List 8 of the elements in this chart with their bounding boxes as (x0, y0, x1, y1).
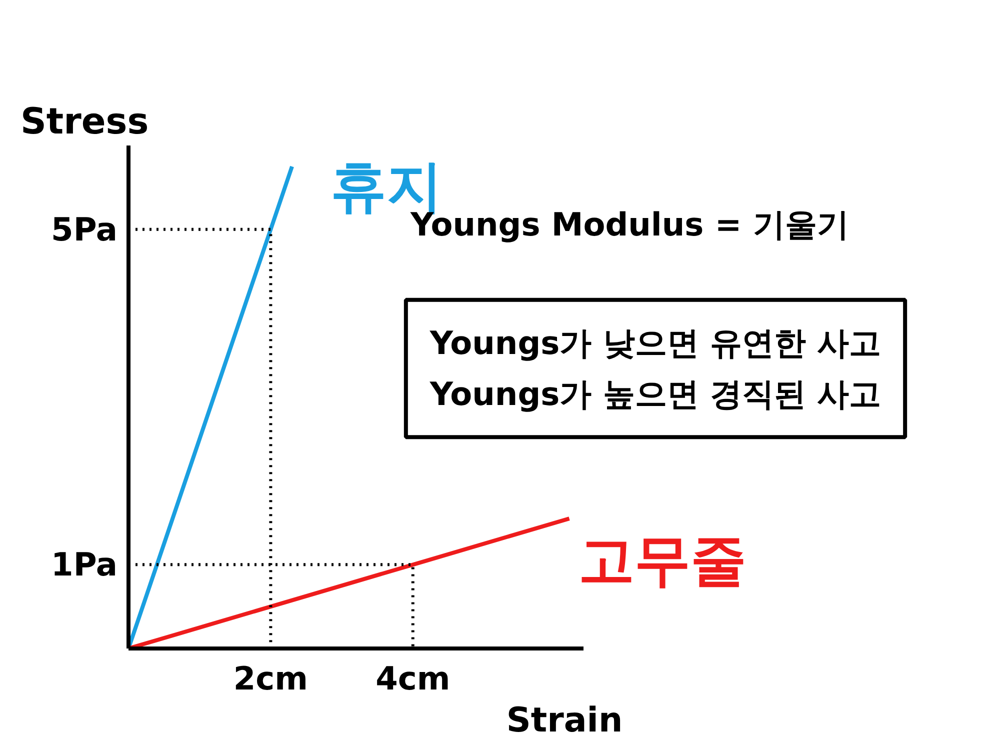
y-tick-label: 5Pa (51, 210, 118, 248)
y-tick-label: 1Pa (51, 546, 118, 584)
x-tick-label: 4cm (376, 660, 450, 698)
annotation: Youngs가 낮으면 유연한 사고 Youngs가 높으면 경직된 사고 (428, 324, 882, 414)
x-axis-title: Strain (506, 700, 623, 740)
x-tick-label: 2cm (233, 660, 308, 698)
y-axis-title: Stress (20, 102, 149, 142)
series-label: 고무줄 (578, 528, 746, 594)
